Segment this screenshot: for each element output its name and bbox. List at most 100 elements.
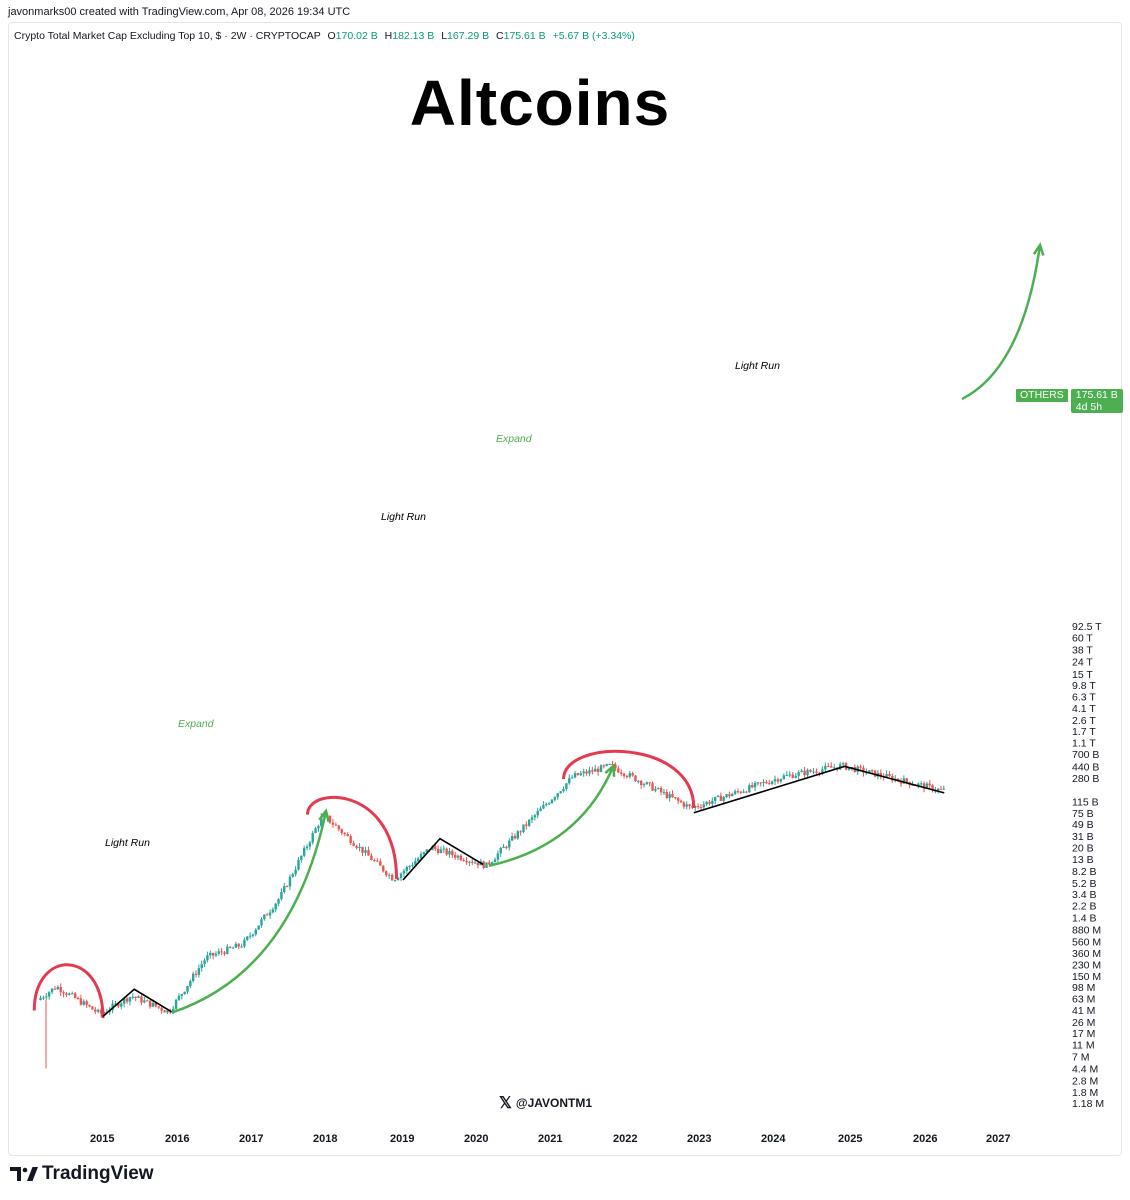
candle-body	[128, 997, 132, 1002]
candle-body	[280, 891, 283, 900]
y-tick-label: 1.8 M	[1072, 1087, 1098, 1099]
candle-body	[45, 996, 48, 998]
candle-body	[739, 791, 742, 793]
x-logo-icon: 𝕏	[499, 1095, 512, 1112]
y-tick-label: 560 M	[1072, 936, 1101, 948]
x-tick-label: 2020	[464, 1133, 488, 1145]
candle-body	[622, 773, 626, 777]
candle-body	[448, 850, 451, 855]
candle-body	[879, 772, 883, 777]
y-tick-label: 1.7 T	[1072, 726, 1096, 738]
candle-body	[525, 824, 528, 826]
y-tick-label: 60 T	[1072, 632, 1093, 644]
candle-body	[611, 764, 614, 766]
candle-body	[194, 973, 198, 975]
candle-body	[263, 914, 266, 920]
candle-body	[226, 946, 229, 954]
candle-body	[568, 778, 571, 784]
time-axis: 2015 2016 2017 2018 2019 2020 2021 2022 2023 2024…	[90, 1133, 1010, 1145]
candle-body	[705, 801, 708, 805]
light-run-zigzag	[693, 765, 945, 814]
candle-body	[765, 782, 768, 784]
candle-body	[399, 873, 403, 878]
x-tick-label: 2017	[239, 1133, 263, 1145]
candle-body	[334, 824, 338, 826]
candle-body	[708, 801, 711, 804]
candle-body	[651, 783, 654, 791]
y-tick-label: 31 B	[1072, 831, 1094, 843]
projection-arrow-head	[1032, 242, 1045, 256]
x-tick-label: 2027	[986, 1133, 1010, 1145]
candle-body	[473, 862, 477, 864]
candle-body	[373, 860, 376, 862]
y-tick-label: 26 M	[1072, 1017, 1095, 1029]
candle-body	[579, 773, 583, 776]
candle-body	[157, 1006, 160, 1008]
candle-body	[570, 777, 574, 779]
candle-body	[682, 802, 686, 807]
candle-body	[582, 771, 585, 774]
candle-body	[838, 764, 842, 770]
candle-body	[645, 782, 649, 785]
candle-body	[248, 935, 252, 937]
candle-body	[411, 864, 414, 866]
candle-body	[628, 773, 631, 777]
candle-body	[547, 803, 551, 805]
candle-body	[725, 794, 728, 798]
annotation-label: Light Run	[735, 360, 780, 372]
candle-body	[120, 1003, 123, 1007]
candle-body	[385, 871, 388, 876]
candle-body	[859, 766, 862, 768]
candle-body	[905, 778, 908, 783]
y-tick-label: 63 M	[1072, 994, 1095, 1006]
candle-body	[402, 870, 406, 874]
x-tick-label: 2026	[913, 1133, 937, 1145]
candle-body	[731, 793, 734, 797]
annotation-label: Light Run	[381, 511, 426, 523]
candle-body	[750, 785, 754, 788]
candle-body	[146, 1000, 149, 1002]
candle-body	[445, 848, 448, 855]
candle-body	[742, 791, 745, 793]
candle-body	[300, 855, 303, 860]
x-tick-label: 2018	[313, 1133, 337, 1145]
last-price: 175.61 B	[1075, 389, 1118, 401]
candle-body	[545, 804, 548, 806]
candle-body	[355, 845, 358, 848]
light-run-zigzag	[402, 837, 484, 881]
y-tick-label: 1.4 B	[1072, 912, 1097, 924]
candle-body	[337, 825, 341, 830]
candle-body	[508, 840, 511, 848]
candle-body	[305, 846, 309, 848]
y-tick-label: 15 T	[1072, 669, 1093, 681]
change-value: +5.67 B (+3.34%)	[552, 30, 635, 42]
candle-body	[462, 859, 465, 861]
y-tick-label: 2.8 M	[1072, 1075, 1098, 1087]
candle-body	[243, 939, 246, 947]
candle-body	[676, 798, 680, 801]
candle-body	[668, 793, 671, 798]
candle-body	[821, 769, 824, 774]
x-tick-label: 2019	[390, 1133, 414, 1145]
y-tick-label: 4.1 T	[1072, 703, 1096, 715]
candle-body	[237, 943, 240, 947]
candle-body	[91, 1006, 94, 1010]
candle-body	[302, 847, 306, 856]
tradingview-logo[interactable]: TradingView	[10, 1163, 154, 1185]
candle-body	[818, 772, 821, 774]
y-tick-label: 3.4 B	[1072, 889, 1097, 901]
candle-body	[657, 788, 660, 790]
candle-body	[39, 997, 42, 1000]
candle-body	[891, 775, 894, 781]
candle-body	[922, 783, 926, 789]
annotation-label: Expand	[178, 718, 215, 730]
top-arc	[306, 795, 399, 880]
candle-body	[439, 849, 443, 853]
top-arc	[32, 963, 105, 1019]
candle-body	[800, 770, 803, 773]
price-box: 175.61 B 4d 5h	[1070, 389, 1123, 413]
candle-body	[870, 770, 874, 772]
candle-body	[408, 865, 411, 868]
candle-body	[576, 773, 580, 776]
